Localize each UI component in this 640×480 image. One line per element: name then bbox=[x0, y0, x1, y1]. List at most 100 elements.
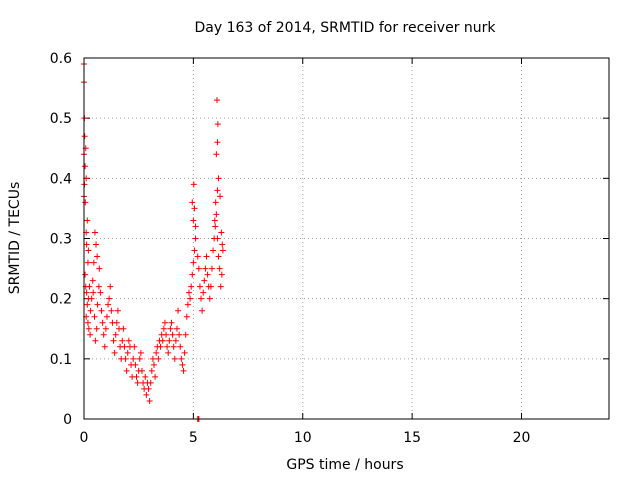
data-point bbox=[213, 151, 220, 158]
data-point bbox=[91, 229, 98, 236]
data-point bbox=[190, 181, 197, 188]
data-point bbox=[152, 373, 159, 380]
data-point bbox=[214, 235, 221, 242]
data-point bbox=[99, 319, 106, 326]
data-point bbox=[213, 211, 220, 218]
data-point bbox=[98, 307, 105, 314]
data-point bbox=[136, 355, 143, 362]
data-point bbox=[171, 355, 178, 362]
x-axis-label: GPS time / hours bbox=[286, 457, 403, 473]
data-point bbox=[160, 325, 167, 332]
data-point bbox=[212, 223, 219, 230]
data-point bbox=[196, 283, 203, 290]
data-point bbox=[170, 343, 177, 350]
data-point bbox=[161, 319, 168, 326]
x-tick-label: 10 bbox=[294, 430, 312, 446]
y-tick-label: 0.6 bbox=[50, 51, 72, 67]
y-tick-label: 0.5 bbox=[50, 111, 72, 127]
data-point bbox=[83, 289, 90, 296]
data-point bbox=[211, 217, 218, 224]
data-point bbox=[143, 391, 150, 398]
y-tick-label: 0.3 bbox=[50, 232, 72, 248]
data-point bbox=[130, 355, 137, 362]
chart-title: Day 163 of 2014, SRMTID for receiver nur… bbox=[194, 20, 496, 36]
data-point bbox=[113, 319, 120, 326]
data-point bbox=[214, 97, 220, 104]
data-point bbox=[188, 283, 195, 290]
data-point bbox=[81, 133, 88, 140]
data-point bbox=[92, 337, 99, 344]
data-point bbox=[86, 283, 93, 290]
data-point bbox=[165, 349, 172, 356]
data-point bbox=[159, 337, 166, 344]
data-point bbox=[122, 355, 129, 362]
data-point bbox=[217, 193, 224, 200]
data-point bbox=[186, 289, 192, 296]
x-tick-label: 5 bbox=[189, 430, 198, 446]
data-point bbox=[214, 121, 221, 128]
data-point bbox=[191, 205, 198, 212]
data-point bbox=[148, 367, 155, 374]
grid bbox=[84, 58, 609, 419]
x-tick-label: 0 bbox=[80, 430, 89, 446]
data-point bbox=[173, 325, 180, 332]
data-point bbox=[155, 355, 162, 362]
data-point bbox=[168, 319, 175, 326]
data-point bbox=[101, 343, 108, 350]
y-tick-label: 0 bbox=[63, 412, 72, 428]
data-point bbox=[145, 385, 152, 392]
data-point bbox=[218, 271, 225, 278]
data-point bbox=[132, 361, 139, 368]
data-point bbox=[177, 343, 184, 350]
data-point bbox=[179, 361, 186, 368]
data-point bbox=[146, 397, 153, 404]
data-point bbox=[214, 187, 221, 194]
data-point bbox=[195, 265, 202, 272]
data-point bbox=[137, 349, 144, 356]
data-point bbox=[100, 331, 107, 338]
data-point bbox=[134, 379, 141, 386]
data-point bbox=[215, 175, 222, 182]
data-point bbox=[124, 349, 131, 356]
data-point bbox=[187, 295, 194, 302]
data-point bbox=[204, 271, 211, 278]
data-point bbox=[190, 259, 197, 266]
data-point bbox=[94, 253, 101, 260]
data-point bbox=[183, 313, 190, 320]
data-point bbox=[200, 289, 207, 296]
data-point bbox=[207, 283, 214, 290]
data-point bbox=[82, 271, 89, 278]
data-point bbox=[90, 289, 97, 296]
plot-frame bbox=[83, 57, 610, 420]
data-point bbox=[210, 247, 217, 254]
data-point bbox=[172, 337, 179, 344]
data-point bbox=[219, 241, 226, 248]
x-tick-label: 15 bbox=[403, 430, 421, 446]
data-point bbox=[157, 343, 164, 350]
data-point bbox=[112, 331, 119, 338]
data-point bbox=[119, 337, 126, 344]
data-point bbox=[206, 295, 213, 302]
data-point bbox=[176, 331, 183, 338]
data-point bbox=[169, 331, 176, 338]
data-point bbox=[199, 307, 206, 314]
data-point bbox=[191, 247, 198, 254]
data-point bbox=[184, 301, 191, 308]
data-point bbox=[133, 373, 140, 380]
data-point bbox=[121, 343, 128, 350]
data-point bbox=[219, 247, 226, 254]
data-point bbox=[189, 271, 196, 278]
data-point bbox=[102, 325, 109, 332]
data-point bbox=[95, 283, 102, 290]
data-point bbox=[97, 289, 104, 296]
data-point bbox=[217, 283, 224, 290]
data-point bbox=[84, 301, 91, 308]
y-tick-label: 0.2 bbox=[50, 292, 72, 308]
y-tick-label: 0.1 bbox=[50, 352, 72, 368]
data-point bbox=[194, 253, 201, 260]
data-point bbox=[192, 235, 199, 242]
data-point bbox=[89, 277, 96, 284]
data-point bbox=[216, 265, 223, 272]
data-points bbox=[81, 61, 226, 422]
data-point bbox=[181, 349, 188, 356]
